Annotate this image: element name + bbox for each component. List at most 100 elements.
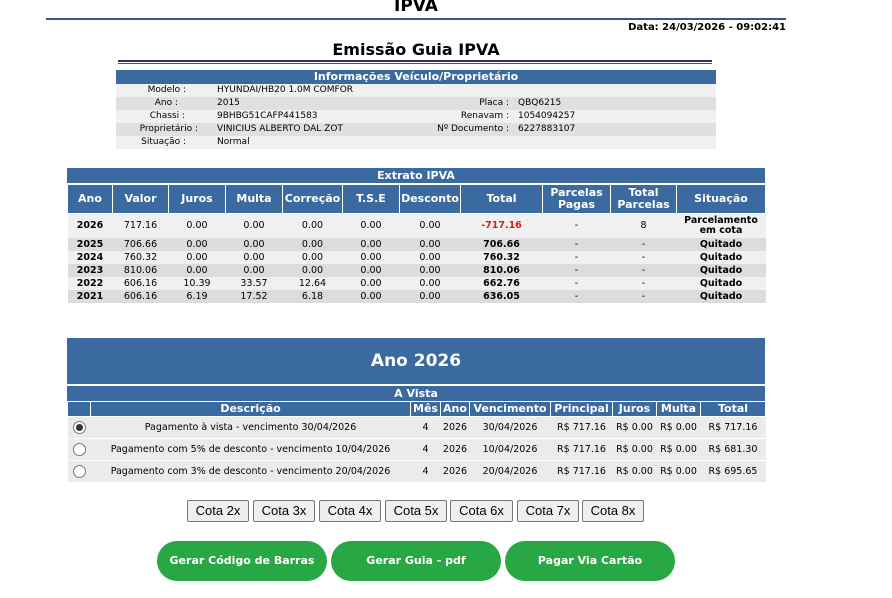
cell-vencimento: 20/04/2026 bbox=[469, 460, 551, 483]
table-row: 2023 810.06 0.00 0.00 0.00 0.00 0.00 810… bbox=[67, 264, 766, 277]
table-row: 2022 606.16 10.39 33.57 12.64 0.00 0.00 … bbox=[67, 277, 766, 290]
cell-total: 760.32 bbox=[460, 251, 543, 264]
cell-total: R$ 717.16 bbox=[700, 416, 766, 439]
info-row-chassi: Chassi : 9BHBG51CAFP441583 Renavam : 105… bbox=[116, 110, 716, 123]
cell-correcao: 0.00 bbox=[282, 264, 343, 277]
cell-tse: 0.00 bbox=[342, 290, 400, 303]
payment-radio-cell bbox=[67, 460, 91, 483]
payment-option-row[interactable]: Pagamento à vista - vencimento 30/04/202… bbox=[67, 416, 766, 439]
proprietario-label: Proprietário : bbox=[139, 124, 198, 134]
cota-7x-button[interactable]: Cota 7x bbox=[517, 500, 579, 522]
cell-total-parcelas: - bbox=[610, 290, 677, 303]
cell-tse: 0.00 bbox=[342, 238, 400, 251]
col-total: Total bbox=[460, 184, 543, 214]
payment-option-row[interactable]: Pagamento com 3% de desconto - venciment… bbox=[67, 460, 766, 483]
vista-header: A Vista bbox=[67, 384, 765, 401]
col-total: Total bbox=[700, 401, 766, 417]
ano-title: Ano 2026 bbox=[67, 338, 765, 384]
extrato-panel: Extrato IPVA Ano Valor Juros Multa Corre… bbox=[67, 168, 766, 303]
table-row: 2021 606.16 6.19 17.52 6.18 0.00 0.00 63… bbox=[67, 290, 766, 303]
cell-parcelas-pagas: - bbox=[542, 213, 611, 238]
cell-juros: 10.39 bbox=[168, 277, 226, 290]
payment-option-row[interactable]: Pagamento com 5% de desconto - venciment… bbox=[67, 438, 766, 461]
documento-value: 6227883107 bbox=[518, 124, 576, 134]
cota-6x-button[interactable]: Cota 6x bbox=[450, 500, 513, 522]
title-divider bbox=[46, 18, 786, 20]
cell-tse: 0.00 bbox=[342, 213, 400, 238]
cell-juros: R$ 0.00 bbox=[612, 416, 657, 439]
cell-parcelas-pagas: - bbox=[542, 264, 611, 277]
extrato-caption: Extrato IPVA bbox=[67, 168, 765, 184]
cell-total: 636.05 bbox=[460, 290, 543, 303]
cell-total-parcelas: 8 bbox=[610, 213, 677, 238]
cell-correcao: 0.00 bbox=[282, 238, 343, 251]
col-select bbox=[67, 401, 91, 417]
payment-option-radio[interactable] bbox=[72, 465, 86, 478]
documento-label: Nº Documento : bbox=[437, 124, 509, 134]
emissao-title: Emissão Guia IPVA bbox=[332, 40, 500, 59]
cell-situacao: Quitado bbox=[676, 251, 766, 264]
cell-juros: 0.00 bbox=[168, 213, 226, 238]
renavam-label: Renavam : bbox=[460, 111, 509, 121]
payment-option-radio[interactable] bbox=[72, 421, 86, 434]
payment-option-radio[interactable] bbox=[72, 443, 86, 456]
page-title: IPVA bbox=[394, 0, 438, 16]
gerar-codigo-barras-button[interactable]: Gerar Código de Barras bbox=[157, 541, 327, 581]
situacao-label: Situação : bbox=[141, 137, 186, 147]
cell-vencimento: 10/04/2026 bbox=[469, 438, 551, 461]
col-principal: Principal bbox=[550, 401, 613, 417]
cell-multa: R$ 0.00 bbox=[656, 416, 701, 439]
cell-situacao: Parcelamento em cota bbox=[676, 213, 766, 238]
cell-ano: 2026 bbox=[67, 213, 113, 238]
proprietario-value: VINICIUS ALBERTO DAL ZOT bbox=[217, 124, 343, 134]
pagar-via-cartao-button[interactable]: Pagar Via Cartão bbox=[505, 541, 675, 581]
cell-ano: 2025 bbox=[67, 238, 113, 251]
col-juros: Juros bbox=[612, 401, 657, 417]
table-row: 2024 760.32 0.00 0.00 0.00 0.00 0.00 760… bbox=[67, 251, 766, 264]
cell-total: R$ 695.65 bbox=[700, 460, 766, 483]
cell-situacao: Quitado bbox=[676, 264, 766, 277]
cell-parcelas-pagas: - bbox=[542, 238, 611, 251]
col-ano: Ano bbox=[67, 184, 113, 214]
cota-8x-button[interactable]: Cota 8x bbox=[582, 500, 644, 522]
col-situacao: Situação bbox=[676, 184, 766, 214]
modelo-value: HYUNDAI/HB20 1.0M COMFOR bbox=[217, 85, 354, 95]
cota-2x-button[interactable]: Cota 2x bbox=[187, 500, 249, 522]
col-descricao: Descrição bbox=[90, 401, 411, 417]
chassi-value: 9BHBG51CAFP441583 bbox=[217, 111, 318, 121]
cota-5x-button[interactable]: Cota 5x bbox=[385, 500, 447, 522]
info-row-modelo: Modelo : HYUNDAI/HB20 1.0M COMFOR bbox=[116, 84, 716, 97]
cell-principal: R$ 717.16 bbox=[550, 438, 613, 461]
cell-desconto: 0.00 bbox=[399, 290, 461, 303]
cell-ano: 2023 bbox=[67, 264, 113, 277]
col-vencimento: Vencimento bbox=[469, 401, 551, 417]
col-mes: Mês bbox=[410, 401, 441, 417]
cell-multa: 0.00 bbox=[225, 213, 283, 238]
emissao-divider-accent bbox=[118, 63, 712, 64]
cell-total: R$ 681.30 bbox=[700, 438, 766, 461]
cell-multa: 33.57 bbox=[225, 277, 283, 290]
cell-tse: 0.00 bbox=[342, 264, 400, 277]
placa-label: Placa : bbox=[479, 98, 509, 108]
col-total-parcelas: Total Parcelas bbox=[610, 184, 677, 214]
cell-descricao: Pagamento com 5% de desconto - venciment… bbox=[90, 438, 411, 461]
cota-3x-button[interactable]: Cota 3x bbox=[253, 500, 315, 522]
cell-ano: 2026 bbox=[440, 460, 470, 483]
payment-header-row: Descrição Mês Ano Vencimento Principal J… bbox=[67, 401, 766, 417]
cell-principal: R$ 717.16 bbox=[550, 416, 613, 439]
table-row: 2025 706.66 0.00 0.00 0.00 0.00 0.00 706… bbox=[67, 238, 766, 251]
cell-situacao: Quitado bbox=[676, 238, 766, 251]
cell-vencimento: 30/04/2026 bbox=[469, 416, 551, 439]
cell-valor: 606.16 bbox=[112, 277, 169, 290]
cell-total-parcelas: - bbox=[610, 251, 677, 264]
cota-4x-button[interactable]: Cota 4x bbox=[319, 500, 381, 522]
col-parcelas-pagas: Parcelas Pagas bbox=[542, 184, 611, 214]
cell-correcao: 6.18 bbox=[282, 290, 343, 303]
cell-total: 706.66 bbox=[460, 238, 543, 251]
situacao-value: Normal bbox=[217, 137, 250, 147]
chassi-label: Chassi : bbox=[149, 111, 185, 121]
cell-ano: 2022 bbox=[67, 277, 113, 290]
gerar-guia-pdf-button[interactable]: Gerar Guia - pdf bbox=[331, 541, 501, 581]
placa-value: QBQ6215 bbox=[518, 98, 562, 108]
cell-correcao: 0.00 bbox=[282, 213, 343, 238]
